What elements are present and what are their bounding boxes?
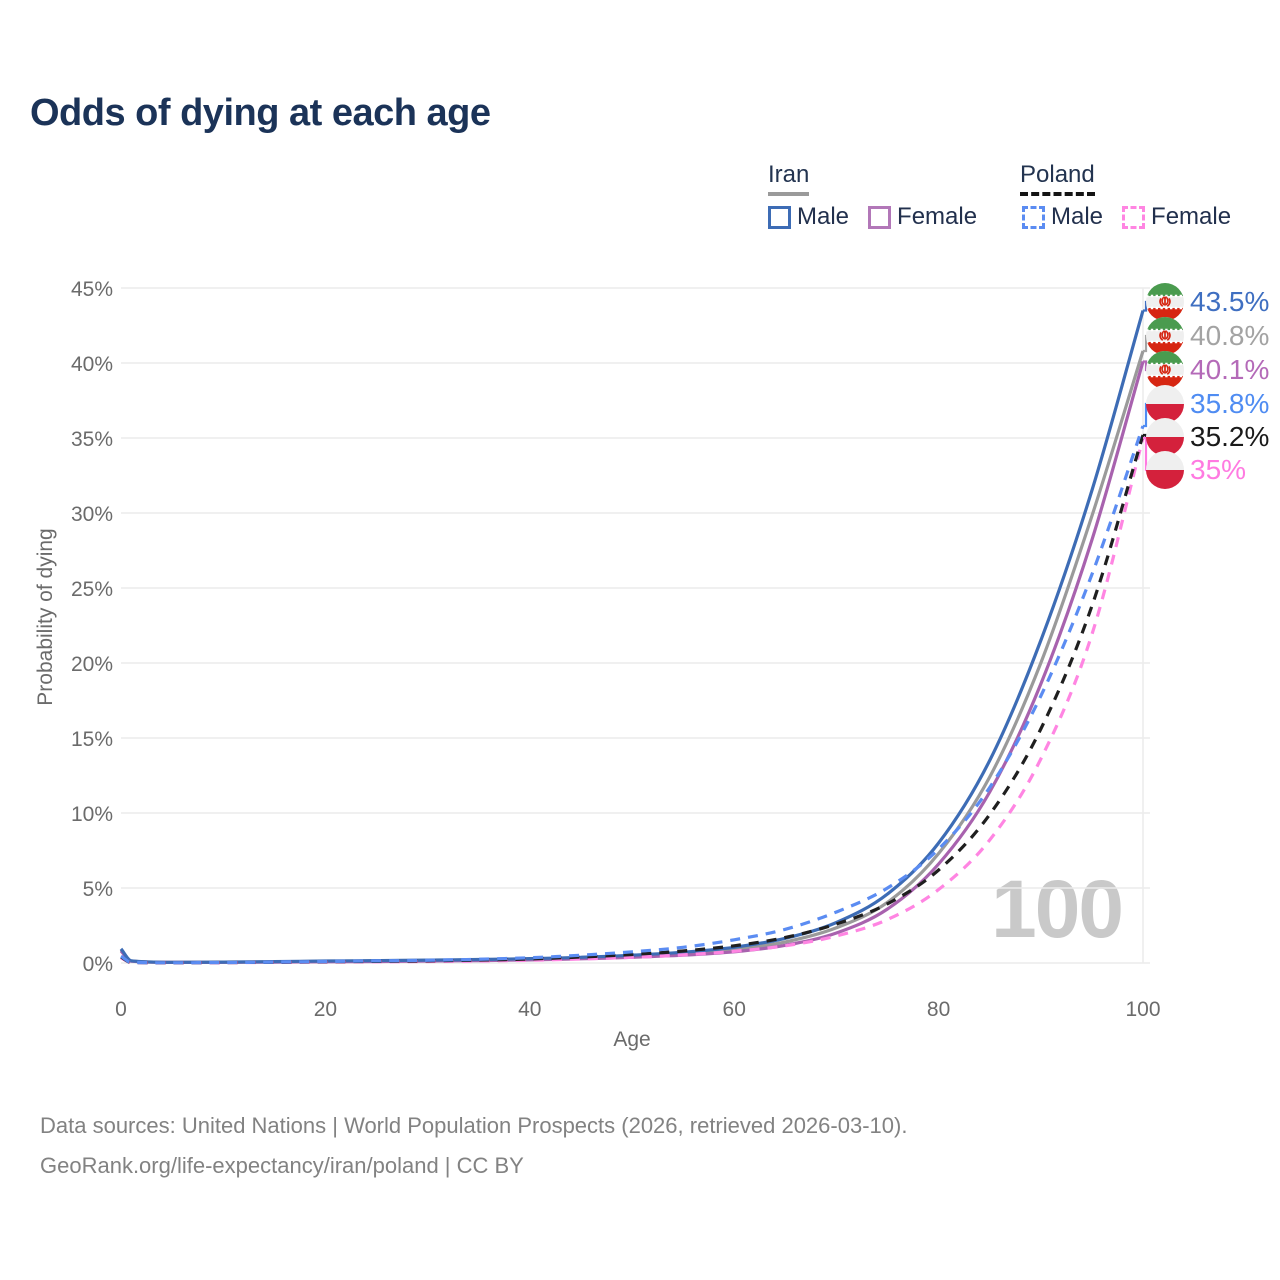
page-title: Odds of dying at each age [30,92,491,134]
series-line-iran_female [119,361,1145,964]
y-tick-label: 35% [71,428,113,451]
footer-data-sources: Data sources: United Nations | World Pop… [40,1113,908,1138]
series-group [119,310,1145,965]
x-tick-label: 60 [723,998,746,1021]
x-tick-label: 0 [115,998,127,1021]
y-tick-label: 30% [71,503,113,526]
series-line-poland_female [120,437,1145,965]
legend-group-poland-title: Poland [1020,161,1095,196]
gridlines-group [121,287,1150,964]
y-tick-label: 25% [71,578,113,601]
x-tick-label: 80 [927,998,950,1021]
series-line-iran_both [119,350,1145,964]
x-tick-label: 40 [518,998,541,1021]
end-label-poland-female: 35% [1146,450,1246,490]
y-tick-label: 15% [71,728,113,751]
tick-labels-group: 0% 5% 10% 15% 20% 25% 30% 35% 40% 45% 0 20 40 60 80 100 [71,278,1161,1021]
footer: Data sources: United Nations | World Pop… [40,1106,907,1186]
end-value-poland-male: 35.8% [1190,388,1270,419]
y-tick-label: 0% [83,953,113,976]
end-value-poland-female: 35% [1190,454,1247,485]
legend-row-iran: Male Female [768,203,996,231]
end-label-poland-male: 35.8% [1146,384,1269,424]
series-line-poland_both [120,434,1145,965]
legend-label-iran-female[interactable]: Female [897,203,978,230]
y-tick-label: 20% [71,653,113,676]
end-value-iran-male: 43.5% [1190,286,1270,317]
end-label-iran-male: 43.5% [1146,282,1269,322]
age-indicator-watermark: 100 [991,864,1124,955]
legend-swatch-iran-male[interactable] [768,205,791,229]
y-tick-label: 40% [71,353,113,376]
end-label-iran-female: 40.1% [1146,350,1269,390]
x-axis-title: Age [613,1028,651,1051]
series-line-iran_male [119,310,1145,964]
legend-group-iran-title: Iran [768,161,810,196]
series-line-poland_male [120,425,1145,965]
y-tick-label: 10% [71,803,113,826]
y-tick-label: 45% [71,278,113,301]
x-tick-label: 100 [1125,998,1160,1021]
legend-label-iran-male[interactable]: Male [797,203,850,230]
legend-swatch-iran-female[interactable] [868,205,892,229]
legend-swatch-poland-male[interactable] [1022,205,1045,229]
end-label-iran-both: 40.8% [1146,316,1269,356]
footer-attribution[interactable]: GeoRank.org/life-expectancy/iran/poland … [40,1153,524,1178]
legend-label-poland-female[interactable]: Female [1151,203,1232,230]
legend-label-poland-male[interactable]: Male [1051,203,1104,230]
poland-flag-icon [1146,451,1184,489]
end-value-iran-female: 40.1% [1190,354,1270,385]
end-value-poland-both: 35.2% [1190,421,1270,452]
x-tick-label: 20 [314,998,337,1021]
end-label-poland-both: 35.2% [1146,417,1269,457]
legend-row-poland: Male Female [1022,203,1250,231]
legend-swatch-poland-female[interactable] [1122,205,1146,229]
y-tick-label: 5% [83,878,113,901]
end-value-iran-both: 40.8% [1190,320,1270,351]
